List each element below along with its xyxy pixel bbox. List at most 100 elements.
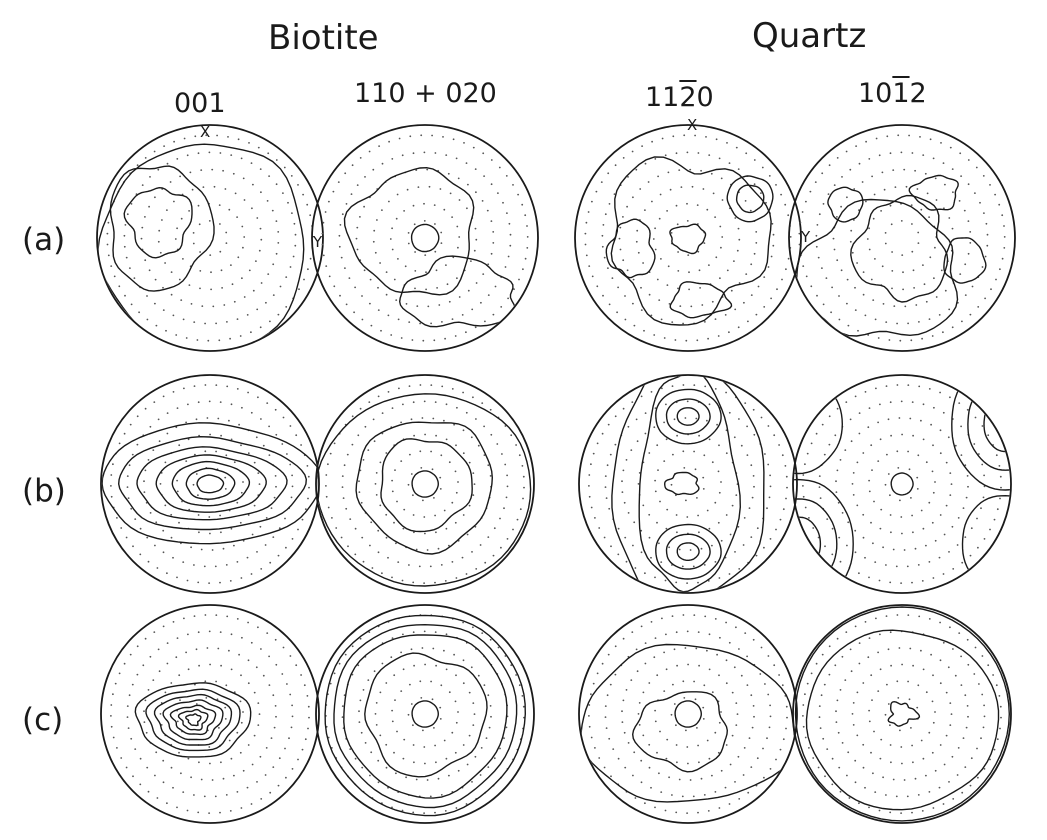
grid-dot	[929, 138, 932, 141]
grid-dot	[976, 517, 978, 520]
grid-dot	[969, 242, 972, 244]
grid-dot	[624, 536, 627, 539]
grid-dot	[659, 193, 662, 196]
grid-dot	[490, 220, 493, 223]
grid-dot	[840, 205, 842, 208]
grid-dot	[356, 248, 359, 251]
grid-dot	[697, 250, 700, 253]
grid-dot	[219, 514, 222, 517]
grid-dot	[118, 285, 121, 288]
grid-dot	[120, 757, 123, 759]
grid-dot	[239, 335, 242, 337]
grid-dot	[849, 240, 852, 243]
grid-dot	[840, 269, 843, 272]
grid-dot	[760, 416, 763, 419]
grid-dot	[670, 713, 673, 716]
grid-dot	[584, 232, 587, 235]
grid-dot	[633, 751, 636, 754]
grid-dot	[838, 766, 841, 769]
grid-dot	[492, 554, 495, 557]
grid-dot	[632, 196, 634, 199]
grid-dot	[943, 533, 946, 536]
grid-dot	[868, 576, 870, 579]
grid-dot	[911, 401, 914, 403]
grid-dot	[385, 293, 388, 296]
grid-dot	[824, 775, 826, 778]
grid-dot	[942, 331, 944, 334]
grid-dot	[893, 305, 896, 307]
grid-dot	[345, 303, 348, 306]
density-contour	[726, 175, 774, 223]
grid-dot	[285, 546, 287, 549]
grid-dot	[423, 746, 426, 748]
grid-dot	[162, 551, 165, 554]
grid-dot	[256, 308, 259, 311]
grid-dot	[194, 453, 196, 456]
grid-dot	[911, 581, 913, 584]
grid-dot	[275, 663, 278, 666]
grid-dot	[718, 444, 720, 447]
grid-dot	[872, 542, 874, 545]
grid-dot	[838, 295, 840, 297]
grid-dot	[228, 208, 231, 211]
pole-figure	[96, 124, 324, 352]
grid-dot	[106, 232, 109, 235]
grid-dot	[488, 726, 491, 729]
grid-dot	[303, 278, 305, 281]
grid-dot	[163, 145, 166, 148]
grid-dot	[228, 649, 230, 652]
grid-dot	[948, 781, 950, 783]
grid-dot	[670, 232, 673, 234]
grid-dot	[708, 527, 711, 530]
grid-dot	[259, 326, 262, 329]
grid-dot	[391, 720, 394, 723]
grid-dot	[640, 286, 642, 289]
grid-dot	[830, 311, 832, 314]
grid-dot	[767, 463, 770, 466]
pole-figure-grid	[317, 384, 532, 587]
grid-dot	[828, 645, 831, 648]
grid-dot	[209, 532, 211, 535]
grid-dot	[462, 682, 465, 685]
grid-dot	[441, 321, 443, 323]
grid-dot	[425, 288, 427, 291]
grid-dot	[281, 673, 284, 675]
grid-dot	[507, 297, 509, 300]
grid-dot	[505, 496, 508, 499]
grid-dot	[359, 216, 361, 218]
grid-dot	[677, 251, 679, 253]
grid-dot	[195, 473, 198, 475]
grid-dot	[425, 271, 427, 274]
grid-dot	[262, 674, 265, 677]
grid-dot	[643, 329, 645, 332]
grid-dot	[806, 452, 809, 455]
grid-dot	[920, 509, 923, 512]
grid-dot	[659, 730, 661, 733]
grid-dot	[640, 759, 643, 762]
grid-dot	[942, 641, 945, 644]
grid-dot	[351, 164, 354, 167]
grid-dot	[300, 674, 302, 676]
grid-dot	[259, 168, 262, 171]
grid-dot	[911, 152, 914, 154]
grid-dot	[875, 387, 877, 390]
grid-dot	[144, 407, 147, 410]
grid-dot	[931, 751, 934, 754]
grid-dot	[335, 527, 338, 529]
grid-dot	[656, 278, 659, 281]
grid-dot	[396, 730, 398, 733]
grid-dot	[952, 191, 954, 194]
grid-dot	[871, 699, 873, 701]
grid-dot	[644, 642, 647, 644]
grid-dot	[802, 265, 805, 267]
grid-dot	[215, 614, 218, 616]
grid-dot	[851, 251, 854, 254]
grid-dot	[483, 175, 485, 178]
grid-dot	[983, 212, 985, 215]
grid-dot	[179, 175, 182, 178]
grid-dot	[846, 278, 849, 281]
grid-dot	[205, 697, 208, 699]
grid-dot	[910, 497, 912, 499]
grid-dot	[458, 236, 461, 238]
grid-dot	[805, 275, 808, 278]
